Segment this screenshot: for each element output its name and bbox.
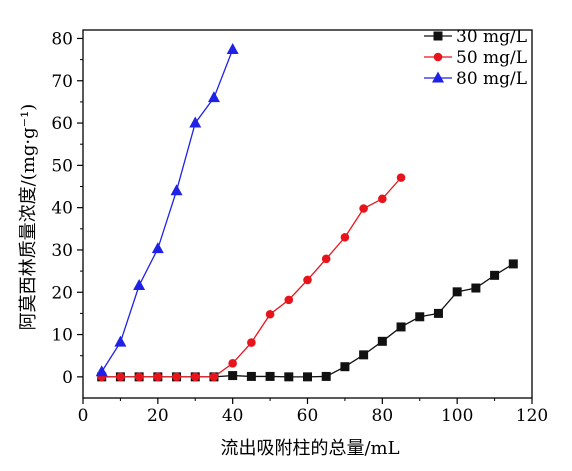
axes: 0 20 40 60 80 100 120 0 10 20 30 40 50 60 70 80 <box>51 29 548 426</box>
legend-marker <box>433 52 443 62</box>
data-point <box>226 42 239 54</box>
y-tick-label: 50 <box>51 156 73 176</box>
legend-label: 30 mg/L <box>456 27 527 47</box>
legend-label: 50 mg/L <box>456 48 527 68</box>
y-tick-label: 40 <box>51 199 73 219</box>
x-tick-label: 120 <box>516 406 548 426</box>
data-point <box>508 259 518 269</box>
legend-marker <box>432 71 444 83</box>
data-point <box>340 362 350 372</box>
data-point <box>228 359 237 368</box>
data-point <box>321 254 331 264</box>
data-point <box>284 295 294 305</box>
legend-item: 30 mg/L <box>424 27 527 47</box>
data-point <box>209 372 219 382</box>
data-point <box>133 278 146 290</box>
data-point <box>321 371 331 381</box>
y-tick-label: 60 <box>51 114 73 134</box>
data-point <box>340 232 350 242</box>
data-point <box>170 184 183 196</box>
x-tick-label: 40 <box>222 406 244 426</box>
data-point <box>396 322 406 332</box>
data-point <box>189 116 202 128</box>
data-point <box>396 173 406 182</box>
x-tick-label: 80 <box>372 406 394 426</box>
data-point <box>265 371 275 381</box>
data-point <box>95 365 108 377</box>
legend-marker <box>433 31 443 41</box>
data-point <box>359 350 369 360</box>
data-point <box>246 371 256 381</box>
data-point <box>378 194 387 204</box>
series-line <box>101 177 402 378</box>
series-2 <box>97 173 406 382</box>
series-3 <box>95 42 239 377</box>
data-point <box>116 372 125 382</box>
data-point <box>452 287 462 297</box>
y-tick-label: 80 <box>51 29 73 49</box>
data-point <box>490 270 500 280</box>
data-point <box>359 204 368 213</box>
legend-item: 80 mg/L <box>424 69 527 89</box>
data-point <box>153 372 163 382</box>
data-point <box>228 371 238 381</box>
data-point <box>415 312 425 322</box>
data-point <box>377 336 387 346</box>
data-point <box>471 283 481 293</box>
y-tick-label: 20 <box>51 283 73 303</box>
data-point <box>172 372 181 382</box>
y-tick-label: 70 <box>51 72 73 92</box>
data-point <box>114 335 127 347</box>
data-point <box>265 309 275 319</box>
y-tick-label: 30 <box>51 241 73 261</box>
x-axis-title: 流出吸附柱的总量/mL <box>220 438 399 459</box>
x-tick-label: 100 <box>441 406 473 426</box>
legend: 30 mg/L50 mg/L80 mg/L <box>424 27 527 89</box>
y-axis-title: 阿莫西林质量浓度/(mg·g⁻¹) <box>18 104 39 331</box>
data-point <box>303 275 312 285</box>
x-tick-label: 20 <box>147 406 169 426</box>
data-point <box>207 91 220 103</box>
data-point <box>134 372 144 382</box>
data-point <box>190 372 200 382</box>
series-layer <box>95 42 518 382</box>
data-point <box>247 338 256 347</box>
legend-item: 50 mg/L <box>424 48 527 68</box>
y-tick-label: 10 <box>51 326 73 346</box>
x-tick-label: 0 <box>78 406 89 426</box>
legend-label: 80 mg/L <box>456 69 527 89</box>
x-tick-label: 60 <box>297 406 319 426</box>
data-point <box>151 242 164 254</box>
data-point <box>284 372 294 382</box>
data-point <box>303 372 312 382</box>
data-point <box>433 308 443 318</box>
y-tick-label: 0 <box>62 368 73 388</box>
